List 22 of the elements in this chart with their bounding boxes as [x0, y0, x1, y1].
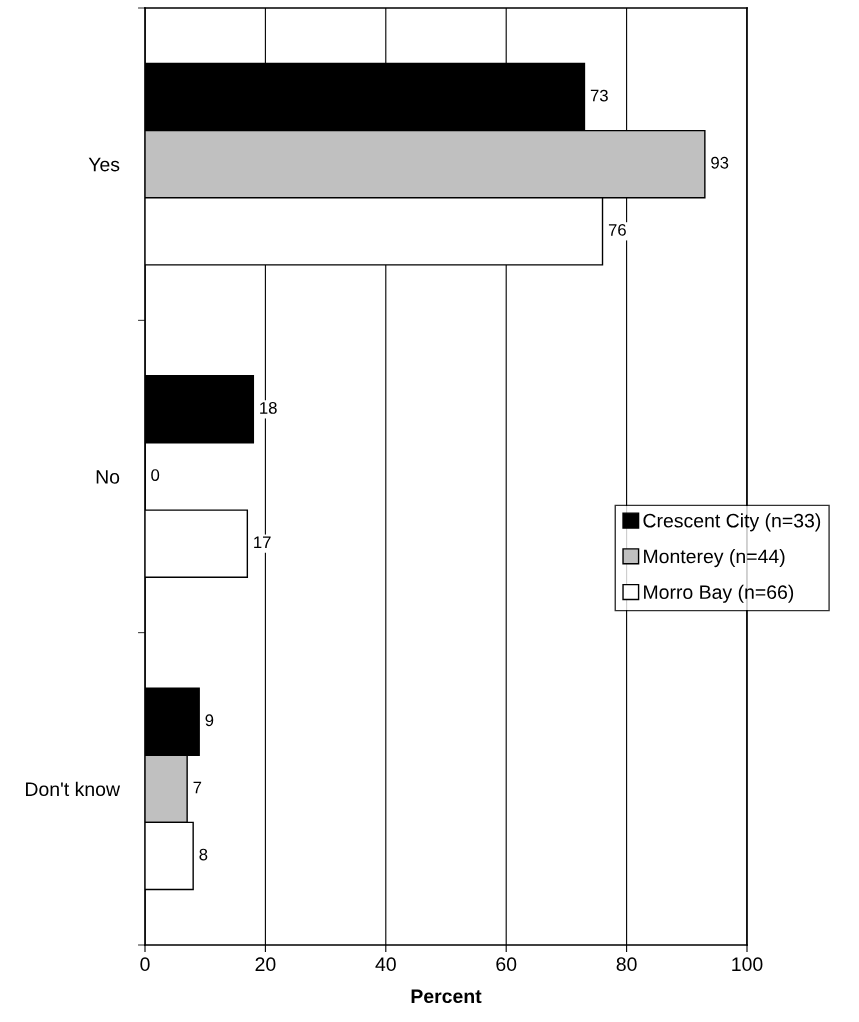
x-tick-label: 60	[496, 957, 517, 972]
x-tick-label: 100	[732, 957, 763, 972]
data-label: 18	[260, 402, 277, 414]
data-label: 9	[205, 714, 214, 727]
y-tick-label: Yes	[88, 157, 120, 172]
data-label: 73	[590, 89, 608, 102]
x-axis-title: Percent	[411, 989, 482, 1004]
y-tick-label: Don't know	[26, 781, 121, 797]
data-label: 76	[608, 223, 626, 236]
data-label: 0	[151, 469, 160, 481]
legend-label: Crescent City (n=33)	[643, 513, 821, 532]
data-label: 17	[254, 536, 271, 548]
x-tick-label: 20	[255, 957, 276, 972]
x-tick-label: 80	[616, 957, 637, 972]
legend-label: Morro Bay (n=66)	[644, 584, 794, 603]
data-label: 7	[193, 781, 202, 794]
data-label: 93	[711, 156, 729, 169]
y-tick-label: No	[96, 470, 120, 484]
x-tick-label: 40	[375, 957, 396, 972]
data-label: 8	[199, 848, 208, 861]
x-tick-label: 0	[140, 957, 150, 972]
legend-label: Monterey (n=44)	[644, 549, 785, 568]
